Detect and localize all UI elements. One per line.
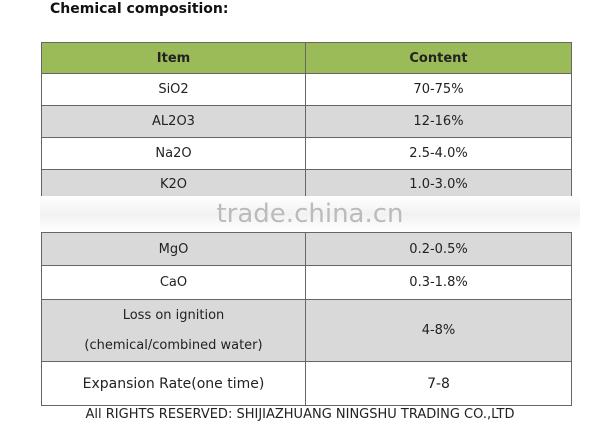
content-text: 1.0-3.0% [409,177,468,192]
content-cell: 7-8 [306,362,572,406]
content-text: 0.2-0.5% [409,241,468,257]
content-cell: 0.3-1.8% [306,266,572,300]
content-cell: 4-8% [306,300,572,362]
content-text: 70-75% [413,82,464,97]
item-text: K2O [159,177,188,192]
item-cell: MgO [41,232,306,266]
item-cell: K2O [41,170,306,200]
content-text: 12-16% [413,114,464,129]
item-text: MgO [158,241,189,257]
watermark: trade.china.cn [40,196,580,232]
item-text: Na2O [155,146,192,161]
item-cell: SiO2 [41,74,306,106]
item-cell: AL2O3 [41,106,306,138]
content-text: 7-8 [427,375,450,392]
header-cell: Content [306,42,572,74]
item-text: Loss on ignition [122,307,225,323]
item-cell: CaO [41,266,306,300]
item-text: Expansion Rate(one time) [82,375,265,392]
header-text: Content [409,50,468,66]
content-cell: 0.2-0.5% [306,232,572,266]
content-text: 4-8% [421,323,456,338]
header-text: Item [156,50,191,66]
footer: All RIGHTS RESERVED: SHIJIAZHUANG NINGSH… [85,407,515,422]
item-cell: Loss on ignition (chemical/combined water… [41,300,306,362]
content-cell: 12-16% [306,106,572,138]
content-text: 2.5-4.0% [409,146,468,161]
content-cell: 70-75% [306,74,572,106]
item-text: SiO2 [158,82,189,97]
content-cell: 2.5-4.0% [306,138,572,170]
item-cell: Expansion Rate(one time) [41,362,306,406]
item-text: CaO [159,275,188,290]
item-text: (chemical/combined water) [84,338,263,354]
header-cell: Item [41,42,306,74]
item-text: AL2O3 [152,114,195,129]
item-cell: Na2O [41,138,306,170]
title: Chemical composition: [50,1,229,17]
content-text: 0.3-1.8% [409,275,468,290]
